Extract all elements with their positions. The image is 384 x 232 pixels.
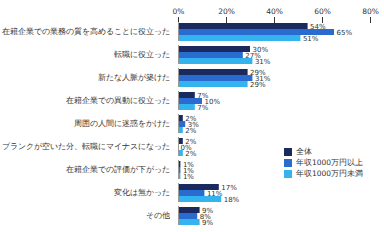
svg-text:7%: 7%	[197, 91, 209, 100]
svg-text:0%: 0%	[173, 7, 185, 16]
svg-text:40%: 40%	[266, 7, 283, 16]
svg-text:30%: 30%	[252, 45, 269, 54]
svg-text:18%: 18%	[224, 196, 240, 204]
svg-text:8%: 8%	[199, 212, 211, 221]
svg-text:51%: 51%	[303, 35, 319, 43]
svg-text:29%: 29%	[250, 68, 266, 77]
svg-text:17%: 17%	[221, 184, 237, 192]
svg-text:0%: 0%	[180, 143, 192, 152]
svg-text:65%: 65%	[337, 29, 353, 37]
svg-text:2%: 2%	[185, 137, 197, 146]
svg-text:2%: 2%	[185, 127, 196, 135]
svg-text:9%: 9%	[202, 219, 213, 227]
html-text:年収1000万円以上: 年収1000万円以上	[296, 158, 364, 167]
svg-text:27%: 27%	[245, 51, 261, 60]
html-text:年収1000万円未満: 年収1000万円未満	[296, 169, 364, 178]
svg-text:転職に役立った: 転職に役立った	[114, 50, 170, 59]
svg-text:新たな人脈が築けた: 新たな人脈が築けた	[98, 73, 170, 82]
svg-text:2%: 2%	[185, 114, 197, 123]
svg-text:在籍企業での業務の質を高めることに役立った: 在籍企業での業務の質を高めることに役立った	[2, 27, 170, 36]
svg-text:周囲の人間に迷惑をかけた: 周囲の人間に迷惑をかけた	[74, 119, 170, 128]
svg-text:1%: 1%	[182, 166, 194, 175]
svg-text:2%: 2%	[185, 150, 196, 158]
svg-text:1%: 1%	[182, 160, 194, 169]
svg-text:20%: 20%	[218, 7, 235, 16]
svg-text:ブランクが空いた分、転職にマイナスになった: ブランクが空いた分、転職にマイナスになった	[2, 142, 170, 151]
svg-text:60%: 60%	[314, 7, 331, 16]
svg-text:31%: 31%	[254, 74, 271, 83]
svg-text:54%: 54%	[310, 23, 326, 31]
svg-text:在籍企業での異動に役立った: 在籍企業での異動に役立った	[66, 96, 170, 105]
svg-text:3%: 3%	[187, 120, 199, 129]
svg-text:80%: 80%	[362, 7, 379, 16]
svg-text:9%: 9%	[202, 206, 214, 215]
svg-text:31%: 31%	[255, 58, 271, 66]
svg-text:10%: 10%	[204, 97, 221, 106]
svg-text:その他: その他	[146, 211, 170, 220]
svg-text:7%: 7%	[197, 104, 208, 112]
svg-text:1%: 1%	[183, 173, 194, 181]
svg-text:在籍企業での評価が下がった: 在籍企業での評価が下がった	[66, 165, 170, 174]
svg-text:変化は無かった: 変化は無かった	[114, 188, 170, 197]
html-text:全体: 全体	[296, 147, 312, 156]
svg-text:11%: 11%	[207, 190, 223, 198]
svg-text:29%: 29%	[250, 81, 266, 89]
